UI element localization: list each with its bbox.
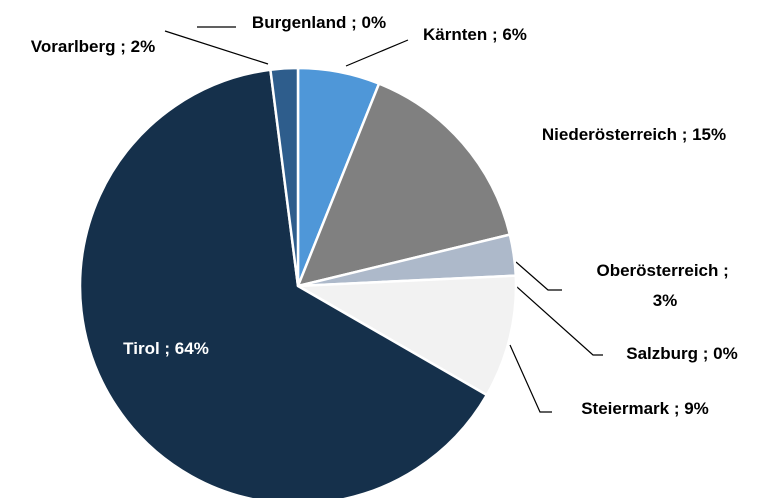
value-label: 9% xyxy=(684,399,709,418)
label-separator: ; xyxy=(677,125,692,144)
value-label: 3% xyxy=(653,291,678,310)
value-label: 0% xyxy=(361,13,386,32)
label-separator: ; xyxy=(346,13,361,32)
leader-line xyxy=(507,278,603,356)
value-label: 64% xyxy=(175,339,209,358)
category-name: Steiermark xyxy=(581,399,669,418)
data-label: Kärnten ; 6% xyxy=(423,25,527,44)
data-label: 3% xyxy=(653,291,678,310)
value-label: 15% xyxy=(692,125,726,144)
category-name: Oberösterreich xyxy=(597,261,719,280)
leader-line xyxy=(345,39,409,67)
data-label: Oberösterreich ; xyxy=(597,261,734,280)
category-name: Salzburg xyxy=(626,344,698,363)
pie-slice xyxy=(293,274,518,397)
data-label: Vorarlberg ; 2% xyxy=(31,37,155,56)
value-label: 6% xyxy=(502,25,527,44)
label-separator: ; xyxy=(487,25,502,44)
value-label: 2% xyxy=(131,37,156,56)
category-name: Tirol xyxy=(123,339,160,358)
pie-slice xyxy=(269,66,300,287)
category-name: Burgenland xyxy=(252,13,346,32)
data-label: Burgenland ; 0% xyxy=(252,13,386,32)
label-separator: ; xyxy=(669,399,684,418)
label-separator: ; xyxy=(116,37,131,56)
pie-slice xyxy=(78,68,489,498)
data-label: Steiermark ; 9% xyxy=(581,399,709,418)
leader-line xyxy=(515,261,562,291)
leader-line xyxy=(164,30,269,65)
pie-slice xyxy=(295,81,512,288)
label-separator: ; xyxy=(698,344,713,363)
slices xyxy=(78,66,518,498)
label-separator: ; xyxy=(718,261,733,280)
data-label: Salzburg ; 0% xyxy=(626,344,737,363)
label-separator: ; xyxy=(160,339,175,358)
data-label: Niederösterreich ; 15% xyxy=(542,125,726,144)
leader-line xyxy=(509,344,552,413)
category-name: Kärnten xyxy=(423,25,487,44)
category-name: Vorarlberg xyxy=(31,37,116,56)
category-name: Niederösterreich xyxy=(542,125,677,144)
value-label: 0% xyxy=(713,344,738,363)
data-label: Tirol ; 64% xyxy=(123,339,209,358)
